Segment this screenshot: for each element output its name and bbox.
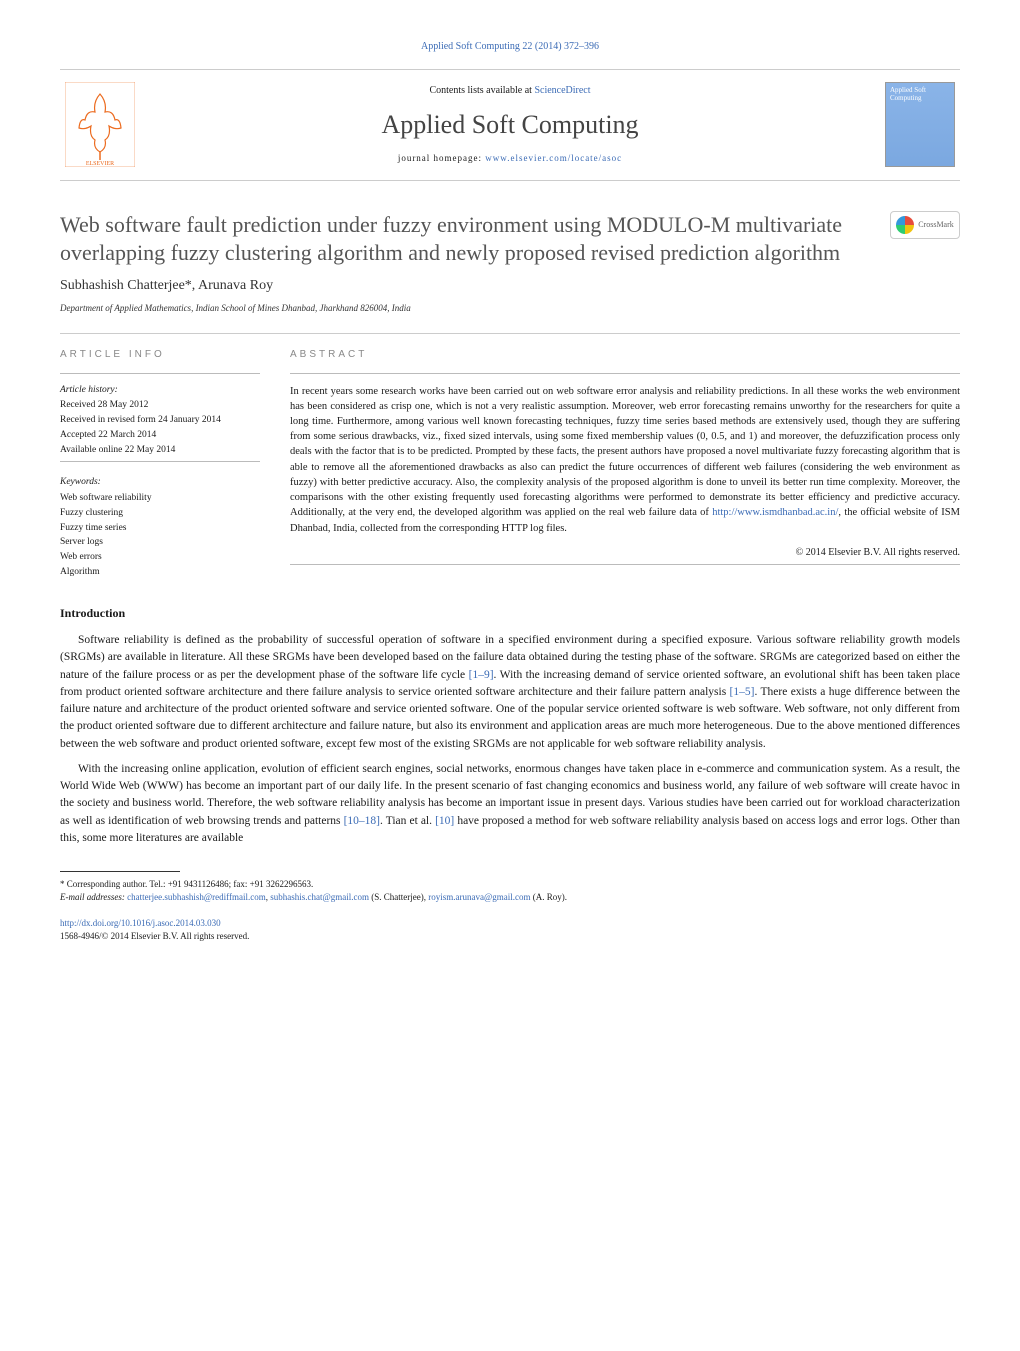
keywords-block: Keywords: Web software reliability Fuzzy…: [60, 476, 260, 579]
svg-text:ELSEVIER: ELSEVIER: [86, 161, 114, 167]
homepage-line: journal homepage: www.elsevier.com/locat…: [140, 152, 880, 165]
email-note: E-mail addresses: chatterjee.subhashish@…: [60, 891, 960, 904]
email-label: E-mail addresses:: [60, 892, 127, 902]
sciencedirect-link[interactable]: ScienceDirect: [534, 85, 590, 96]
citation-line: Applied Soft Computing 22 (2014) 372–396: [60, 40, 960, 55]
intro-para-2: With the increasing online application, …: [60, 761, 960, 847]
crossmark-icon: [896, 216, 914, 234]
abstract-copyright: © 2014 Elsevier B.V. All rights reserved…: [290, 546, 960, 561]
keyword: Algorithm: [60, 566, 260, 580]
title-row: Web software fault prediction under fuzz…: [60, 211, 960, 268]
contents-line: Contents lists available at ScienceDirec…: [140, 84, 880, 99]
citation-link[interactable]: Applied Soft Computing 22 (2014) 372–396: [421, 41, 599, 52]
intro-para-1: Software reliability is defined as the p…: [60, 632, 960, 753]
abstract-rule: [290, 373, 960, 374]
ref-link[interactable]: [1–5]: [730, 686, 755, 698]
intro-heading: Introduction: [60, 605, 960, 622]
homepage-prefix: journal homepage:: [398, 153, 485, 163]
info-rule-2: [60, 461, 260, 462]
history-online: Available online 22 May 2014: [60, 444, 260, 458]
email-link[interactable]: subhashis.chat@gmail.com: [270, 892, 369, 902]
ref-link[interactable]: [10–18]: [344, 815, 380, 827]
authors: Subhashish Chatterjee*, Arunava Roy: [60, 276, 960, 296]
ref-link[interactable]: [10]: [435, 815, 454, 827]
email-auth1: (S. Chatterjee),: [369, 892, 428, 902]
email-auth2: (A. Roy).: [531, 892, 568, 902]
history-revised: Received in revised form 24 January 2014: [60, 414, 260, 428]
contents-prefix: Contents lists available at: [429, 85, 534, 96]
crossmark-badge[interactable]: CrossMark: [890, 211, 960, 239]
corresponding-author-note: * Corresponding author. Tel.: +91 943112…: [60, 878, 960, 891]
keyword: Fuzzy clustering: [60, 507, 260, 521]
issn-copyright: 1568-4946/© 2014 Elsevier B.V. All right…: [60, 930, 960, 943]
history-accepted: Accepted 22 March 2014: [60, 429, 260, 443]
email-link[interactable]: chatterjee.subhashish@rediffmail.com: [127, 892, 266, 902]
abstract-heading: ABSTRACT: [290, 348, 960, 363]
homepage-link[interactable]: www.elsevier.com/locate/asoc: [485, 153, 622, 163]
history-received: Received 28 May 2012: [60, 399, 260, 413]
keywords-label: Keywords:: [60, 476, 260, 490]
publisher-logo: ELSEVIER: [60, 80, 140, 170]
abstract-url-link[interactable]: http://www.ismdhanbad.ac.in/: [712, 507, 838, 518]
abstract-column: ABSTRACT In recent years some research w…: [290, 348, 960, 581]
keyword: Server logs: [60, 536, 260, 550]
elsevier-tree-icon: ELSEVIER: [65, 82, 135, 167]
keyword: Fuzzy time series: [60, 522, 260, 536]
email-link[interactable]: royism.arunava@gmail.com: [428, 892, 530, 902]
ref-link[interactable]: [1–9]: [469, 669, 494, 681]
p2-t2: . Tian et al.: [380, 815, 435, 827]
cover-thumb-text: Applied Soft Computing: [890, 87, 954, 102]
article-info: ARTICLE INFO Article history: Received 2…: [60, 348, 260, 581]
keyword: Web errors: [60, 551, 260, 565]
masthead-center: Contents lists available at ScienceDirec…: [140, 84, 880, 165]
cover-thumbnail: Applied Soft Computing: [880, 80, 960, 170]
footnote-rule: [60, 871, 180, 872]
masthead: ELSEVIER Contents lists available at Sci…: [60, 69, 960, 181]
article-info-heading: ARTICLE INFO: [60, 348, 260, 363]
abstract-text-1: In recent years some research works have…: [290, 386, 960, 519]
crossmark-label: CrossMark: [918, 219, 954, 231]
abstract-rule-bottom: [290, 564, 960, 565]
info-rule: [60, 373, 260, 374]
keyword: Web software reliability: [60, 492, 260, 506]
article-title: Web software fault prediction under fuzz…: [60, 211, 890, 268]
doi-link[interactable]: http://dx.doi.org/10.1016/j.asoc.2014.03…: [60, 918, 221, 928]
abstract-text: In recent years some research works have…: [290, 384, 960, 536]
journal-title: Applied Soft Computing: [140, 106, 880, 144]
info-abstract-row: ARTICLE INFO Article history: Received 2…: [60, 333, 960, 581]
footer-block: http://dx.doi.org/10.1016/j.asoc.2014.03…: [60, 917, 960, 943]
history-label: Article history:: [60, 384, 260, 398]
affiliation: Department of Applied Mathematics, India…: [60, 302, 960, 315]
